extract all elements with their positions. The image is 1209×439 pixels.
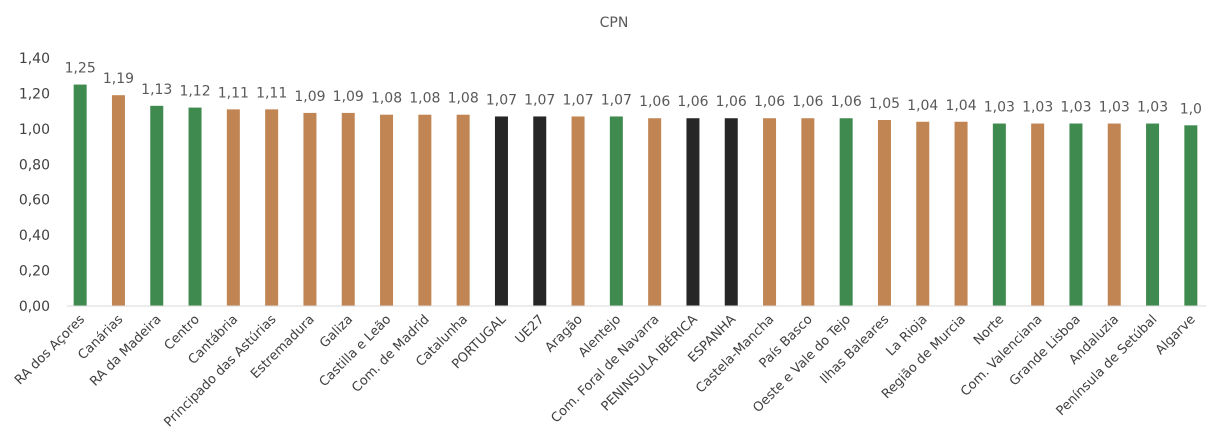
data-label: 1,07 — [524, 92, 555, 108]
bar — [1107, 123, 1121, 306]
y-tick-label: 0,00 — [19, 299, 50, 315]
data-label: 1,13 — [141, 82, 172, 98]
bar — [648, 118, 662, 306]
bar — [265, 109, 279, 307]
bar — [341, 112, 355, 306]
data-label: 1,04 — [945, 98, 976, 114]
bar — [1069, 123, 1083, 306]
y-tick-label: 0,80 — [19, 157, 50, 173]
data-label: 1,11 — [218, 85, 249, 101]
data-label: 1,09 — [294, 89, 325, 105]
bar — [763, 118, 777, 306]
data-label: 1,03 — [1060, 100, 1091, 116]
bar — [456, 114, 470, 306]
x-tick-label: RA da Madeira — [87, 312, 164, 389]
y-tick-label: 0,20 — [19, 264, 50, 280]
data-label: 1,06 — [677, 94, 708, 110]
bar — [724, 118, 738, 306]
data-label: 1,09 — [333, 89, 364, 105]
y-tick-label: 0,40 — [19, 228, 50, 244]
data-labels: 1,25 1,19 1,13 1,12 1,11 1,11 1,09 1,09 1,08 1,08… — [65, 61, 1202, 118]
bar — [609, 116, 623, 307]
bar — [992, 123, 1006, 306]
data-label: 1,03 — [984, 100, 1015, 116]
bar — [303, 112, 317, 306]
data-label: 1,03 — [1099, 100, 1130, 116]
data-label: 1,07 — [486, 92, 517, 108]
bar — [877, 120, 891, 306]
bar — [916, 121, 930, 307]
bar — [571, 116, 585, 307]
data-label: 1,07 — [562, 92, 593, 108]
bar — [801, 118, 815, 306]
bar — [1146, 123, 1160, 306]
data-label: 1,06 — [831, 94, 862, 110]
data-label: 1,05 — [869, 96, 900, 112]
bar — [1184, 125, 1198, 306]
data-label: 1,03 — [1022, 100, 1053, 116]
data-label: 1,06 — [754, 94, 785, 110]
data-label: 1,06 — [639, 94, 670, 110]
bar — [73, 84, 87, 306]
bar — [150, 105, 164, 306]
data-label: 1,25 — [65, 61, 96, 77]
data-label: 1,03 — [1137, 100, 1168, 116]
x-tick-label: Norte — [971, 312, 1007, 348]
bar — [1031, 123, 1045, 306]
bar — [494, 116, 508, 307]
x-tick-label: Ilhas Baleares — [817, 312, 892, 387]
bar — [418, 114, 432, 306]
bar — [533, 116, 547, 307]
data-label: 1,08 — [371, 91, 402, 107]
data-label: 1,08 — [409, 91, 440, 107]
bar — [839, 118, 853, 306]
data-label: 1,04 — [907, 98, 938, 114]
data-label: 1,08 — [448, 91, 479, 107]
y-tick-label: 1,20 — [19, 86, 50, 102]
bar — [686, 118, 700, 306]
y-axis: 0,00 0,20 0,40 0,60 0,80 1,00 1,20 1,40 — [19, 51, 50, 315]
bars — [73, 84, 1198, 307]
x-tick-label: UE27 — [513, 312, 548, 347]
chart-title: CPN — [600, 15, 629, 31]
x-tick-label: Algarve — [1153, 312, 1199, 358]
data-label: 1,19 — [103, 71, 134, 87]
bar — [954, 121, 968, 307]
data-label: 1,12 — [179, 84, 210, 100]
bar — [226, 109, 240, 307]
y-tick-label: 1,00 — [19, 122, 50, 138]
bar — [111, 95, 125, 306]
data-label: 1,07 — [601, 92, 632, 108]
data-label: 1,06 — [792, 94, 823, 110]
data-label: 1,06 — [716, 94, 747, 110]
bar — [188, 107, 202, 306]
bar — [380, 114, 394, 306]
data-label: 1,0 — [1180, 101, 1202, 117]
y-tick-label: 1,40 — [19, 51, 50, 67]
data-label: 1,11 — [256, 85, 287, 101]
y-tick-label: 0,60 — [19, 193, 50, 209]
